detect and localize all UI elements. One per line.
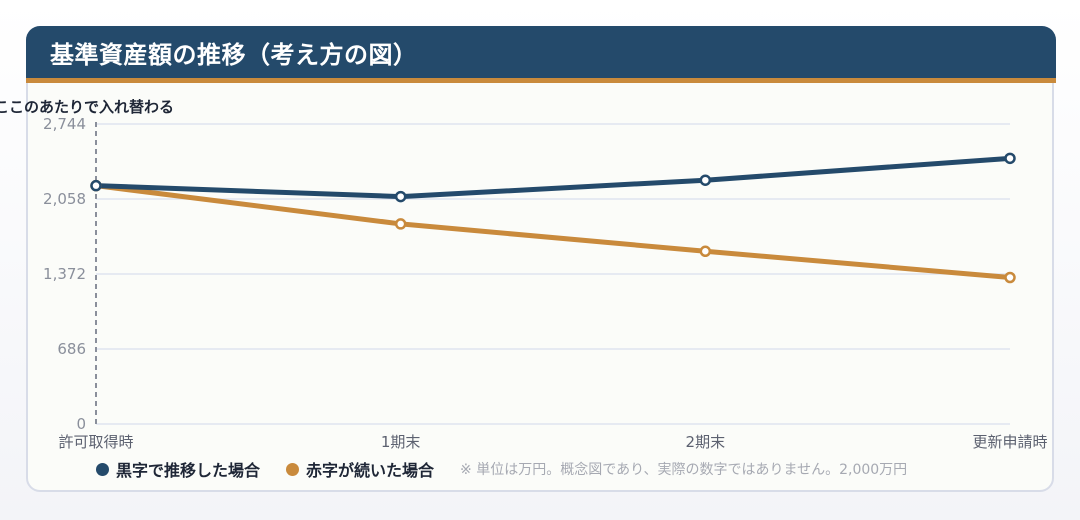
series-line [93,155,1013,200]
footnote: ※ 単位は万円。概念図であり、実際の数字ではありません。2,000万円 [460,462,908,478]
y-tick-label: 686 [57,340,86,358]
legend-marker-profit [96,462,109,476]
data-point [90,179,102,192]
legend: 黒字で推移した場合 赤字が続いた場合 ※ 単位は万円。概念図であり、実際の数字で… [96,456,907,482]
x-tick-label: 許可取得時 [58,433,133,451]
data-point [699,245,712,258]
series-line [93,183,1013,280]
legend-marker-loss [286,462,300,476]
y-tick-label: 0 [76,415,86,433]
chart-title: 基準資産額の推移（考え方の図） [50,41,418,69]
x-tick-label: 更新申請時 [972,433,1047,451]
chart-card: 基準資産額の推移（考え方の図） [26,26,1056,492]
legend-item-profit: 黒字で推移した場合 [96,457,260,481]
data-point [394,190,407,203]
data-point [699,174,712,186]
data-point [394,218,407,230]
legend-item-loss: 赤字が続いた場合 [286,457,434,481]
x-tick-label: 1期末 [381,433,421,451]
legend-label-profit: 黒字で推移した場合 [116,461,261,480]
data-point [1004,152,1016,165]
crossover-annotation: ここのあたりで入れ替わる [0,98,174,116]
data-point [1004,271,1016,284]
y-tick-label: 1,372 [43,265,86,283]
x-tick-label: 2期末 [686,433,726,451]
y-tick-label: 2,744 [43,115,86,133]
chart-header: 基準資産額の推移（考え方の図） [26,26,1056,83]
legend-label-loss: 赤字が続いた場合 [306,461,435,480]
y-tick-label: 2,058 [43,190,86,208]
